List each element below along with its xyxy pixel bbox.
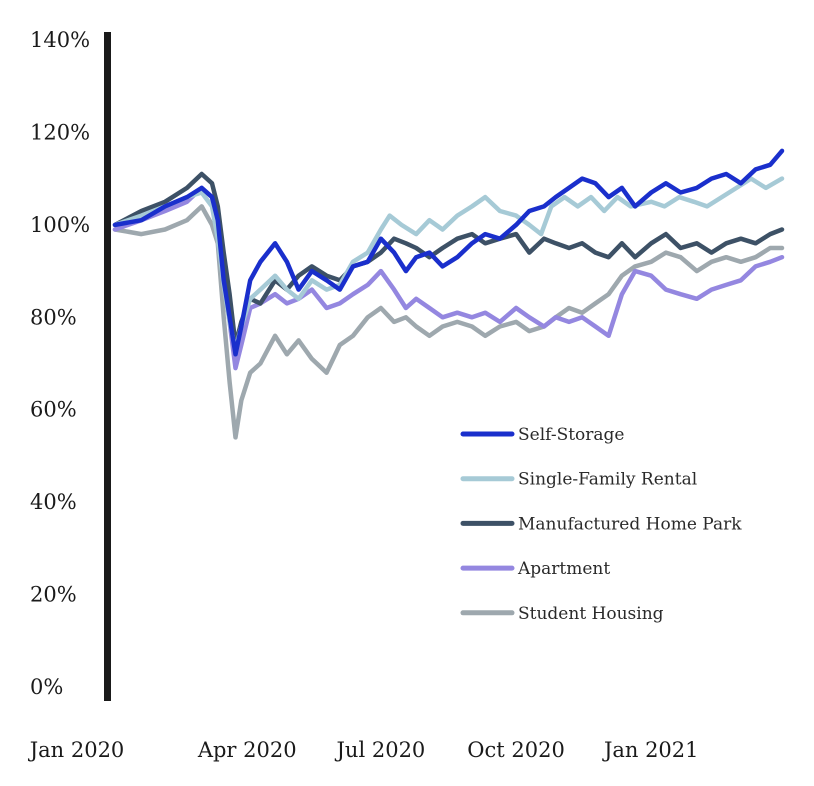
- x-tick-label: Jul 2020: [335, 738, 426, 762]
- series-line: [112, 171, 785, 348]
- y-tick-label: 0%: [30, 675, 63, 699]
- x-axis-ticks: Jan 2020 Apr 2020 Jul 2020 Oct 2020 Jan 2021: [28, 738, 699, 762]
- legend-label: Apartment: [517, 559, 610, 579]
- series-lines: [112, 148, 785, 440]
- x-tick-label: Apr 2020: [197, 738, 297, 762]
- y-tick-label: 140%: [30, 28, 90, 52]
- legend-label: Manufactured Home Park: [518, 514, 742, 534]
- legend: Self-Storage Single-Family Rental Manufact…: [460, 425, 742, 624]
- y-tick-label: 20%: [30, 583, 77, 607]
- x-tick-label: Jan 2021: [602, 738, 699, 762]
- legend-label: Self-Storage: [518, 425, 625, 445]
- series-line: [112, 204, 785, 440]
- legend-label: Student Housing: [518, 604, 664, 624]
- y-tick-label: 60%: [30, 398, 77, 422]
- x-tick-label: Jan 2020: [28, 738, 125, 762]
- y-axis-line: [104, 32, 111, 701]
- series-line: [112, 148, 785, 357]
- y-tick-label: 80%: [30, 305, 77, 329]
- legend-label: Single-Family Rental: [518, 470, 697, 490]
- y-tick-label: 120%: [30, 120, 90, 144]
- x-tick-label: Oct 2020: [467, 738, 565, 762]
- y-axis-ticks: 0% 20% 40% 60% 80% 100% 120% 140%: [30, 28, 90, 699]
- y-tick-label: 100%: [30, 213, 90, 237]
- y-tick-label: 40%: [30, 490, 77, 514]
